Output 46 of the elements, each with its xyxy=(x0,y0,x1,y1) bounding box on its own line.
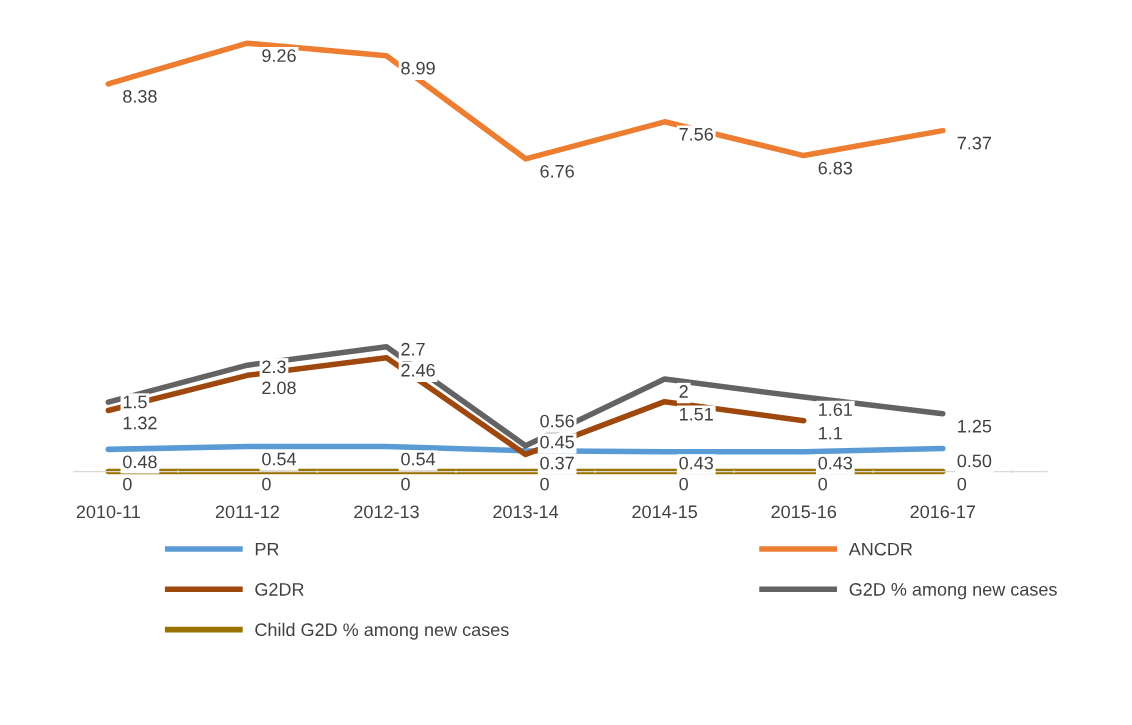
data-label: 1.61 xyxy=(819,403,852,416)
x-tick-label: 2016-17 xyxy=(910,505,976,519)
data-label: 0 xyxy=(957,477,967,491)
data-label: 0.43 xyxy=(679,456,713,470)
data-label: 0 xyxy=(123,477,132,491)
data-label: 6.76 xyxy=(540,164,574,178)
data-label: 2.3 xyxy=(262,360,286,374)
data-label: 0.37 xyxy=(540,456,574,470)
data-label: 1.32 xyxy=(123,416,157,430)
legend-label: G2D % among new cases xyxy=(849,583,1057,600)
data-label: 0 xyxy=(818,477,828,491)
data-label: 0 xyxy=(401,477,410,491)
data-label: 1.5 xyxy=(123,395,147,409)
data-label: 1.25 xyxy=(958,419,992,433)
data-label: 2.7 xyxy=(401,342,425,356)
data-label: 1.51 xyxy=(680,407,713,421)
x-tick-label: 2014-15 xyxy=(632,505,698,519)
data-label: 7.56 xyxy=(679,127,713,141)
x-tick-label: 2011-12 xyxy=(215,505,279,519)
data-label: 9.26 xyxy=(262,49,296,63)
data-label: 2.46 xyxy=(401,363,435,377)
data-label: 0.50 xyxy=(957,454,992,468)
data-label: 0.54 xyxy=(262,452,297,466)
data-label: 0.45 xyxy=(540,435,574,449)
data-label: 0.54 xyxy=(401,452,436,466)
data-label: 2 xyxy=(679,385,688,398)
data-label: 8.99 xyxy=(401,61,435,75)
x-tick-label: 2010-11 xyxy=(76,505,140,519)
data-label: 0.48 xyxy=(123,455,157,469)
data-label: 0 xyxy=(262,477,271,491)
data-label: 8.38 xyxy=(123,89,157,103)
data-label: 0 xyxy=(679,477,688,491)
x-tick-label: 2013-14 xyxy=(493,505,559,519)
legend-label: Child G2D % among new cases xyxy=(255,622,509,640)
data-label: 0 xyxy=(540,477,549,491)
data-label: 7.37 xyxy=(957,136,992,150)
data-label: 2.08 xyxy=(262,381,296,395)
legend-label: ANCDR xyxy=(848,542,913,556)
data-label: 0.43 xyxy=(818,456,853,470)
x-tick-label: 2015-16 xyxy=(771,505,837,519)
data-label: 0.56 xyxy=(540,414,574,428)
x-tick-label: 2012-13 xyxy=(354,505,419,519)
data-label: 1.1 xyxy=(819,426,842,440)
legend-label: PR xyxy=(255,542,279,556)
data-label: 6.83 xyxy=(818,161,853,175)
legend-label: G2DR xyxy=(255,583,304,596)
